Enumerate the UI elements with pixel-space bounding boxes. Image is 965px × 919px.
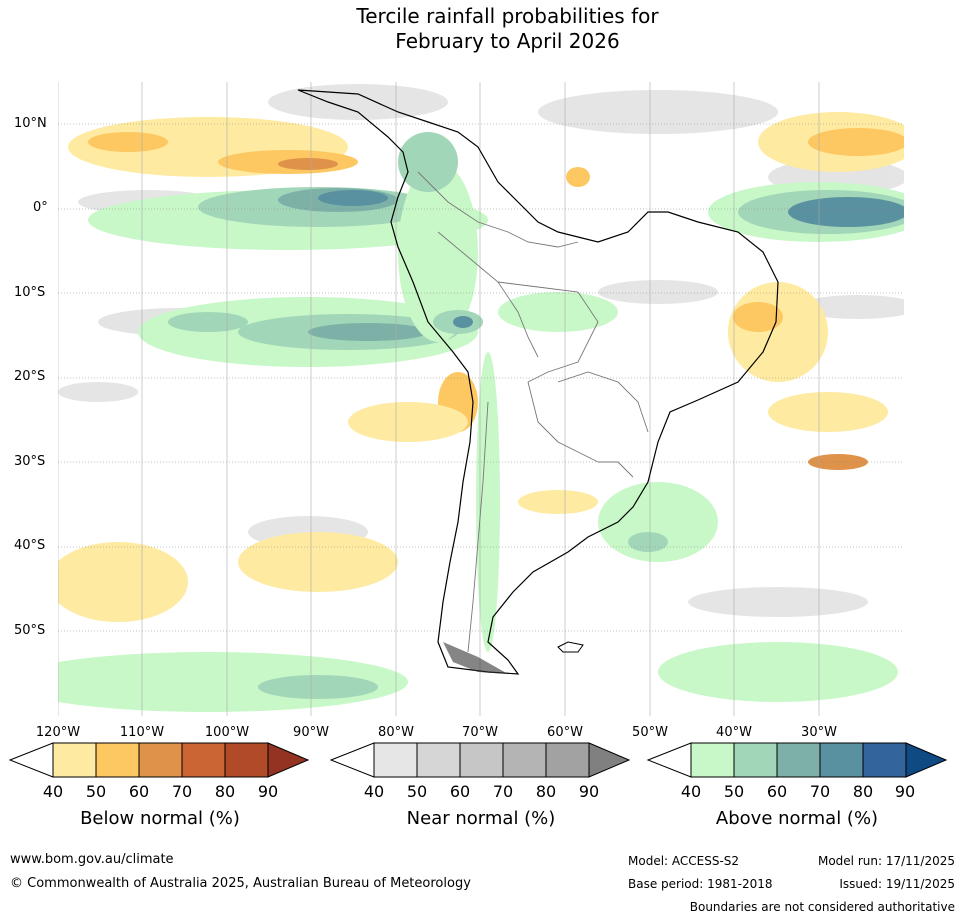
footer-model-run: Model run: 17/11/2025 [817, 854, 955, 868]
below-cbar-box [52, 742, 97, 778]
above-tick: 40 [680, 782, 702, 801]
near-tick: 50 [406, 782, 428, 801]
near-tick: 80 [535, 782, 557, 801]
footer-disclaimer: Boundaries are not considered authoritat… [689, 900, 955, 914]
above-normal-patches [58, 132, 904, 712]
near-tick: 40 [363, 782, 385, 801]
lon-label-70w: 70°W [462, 725, 498, 740]
above-tick: 50 [723, 782, 745, 801]
lat-label-10n: 10°N [14, 116, 47, 131]
lat-label-0: 0° [33, 200, 48, 215]
lat-label-50s: 50°S [14, 623, 46, 638]
tierra-del-fuego [443, 642, 508, 674]
below-tick: 50 [85, 782, 107, 801]
title-line-2: February to April 2026 [395, 29, 620, 53]
south-america-coastline [297, 89, 779, 675]
graticule [58, 123, 904, 632]
lon-label-90w: 90°W [293, 725, 329, 740]
title-line-1: Tercile rainfall probabilities for [356, 4, 659, 28]
near-cbar-min-arrow [329, 742, 375, 778]
colorbar-above-normal [646, 742, 948, 778]
above-cbar-max-arrow [905, 742, 948, 778]
below-cbar-box [95, 742, 140, 778]
below-cbar-max-arrow [267, 742, 310, 778]
lat-label-20s: 20°S [14, 369, 46, 384]
above-tick: 90 [894, 782, 916, 801]
above-cbar-box [862, 742, 907, 778]
near-cbar-max-arrow [588, 742, 631, 778]
below-tick: 90 [257, 782, 279, 801]
near-tick: 90 [578, 782, 600, 801]
lon-label-80w: 80°W [378, 725, 414, 740]
above-cbar-box [776, 742, 821, 778]
above-cbar-box [690, 742, 735, 778]
falkland-islands [557, 641, 584, 653]
below-tick: 40 [42, 782, 64, 801]
below-tick: 70 [171, 782, 193, 801]
footer-url[interactable]: www.bom.gov.au/climate [10, 852, 174, 867]
below-normal-patches [58, 112, 904, 622]
near-tick: 60 [449, 782, 471, 801]
footer-model: Model: ACCESS-S2 [628, 854, 740, 868]
above-cbar-min-arrow [646, 742, 692, 778]
footer-issued: Issued: 19/11/2025 [839, 877, 955, 891]
below-cbar-box [181, 742, 226, 778]
near-tick: 70 [492, 782, 514, 801]
colorbar-near-normal [329, 742, 631, 778]
lon-label-30w: 30°W [801, 725, 837, 740]
above-tick: 70 [809, 782, 831, 801]
above-tick: 60 [766, 782, 788, 801]
above-tick: 80 [852, 782, 874, 801]
near-cbar-box [416, 742, 461, 778]
lon-label-100w: 100°W [204, 725, 250, 740]
map-svg [58, 82, 904, 716]
lat-label-10s: 10°S [14, 285, 46, 300]
above-cbar-box [819, 742, 864, 778]
below-cbar-min-arrow [8, 742, 54, 778]
below-cbar-box [224, 742, 269, 778]
near-cbar-box [502, 742, 547, 778]
below-tick: 60 [128, 782, 150, 801]
near-cbar-box [459, 742, 504, 778]
below-cbar-box [138, 742, 183, 778]
near-cbar-box [373, 742, 418, 778]
lon-label-40w: 40°W [716, 725, 752, 740]
below-tick: 80 [214, 782, 236, 801]
lat-label-40s: 40°S [14, 538, 46, 553]
lat-label-30s: 30°S [14, 454, 46, 469]
meridians [58, 82, 820, 716]
colorbar-below-normal [8, 742, 310, 778]
lon-label-110w: 110°W [119, 725, 165, 740]
near-cbar-box [545, 742, 590, 778]
lon-label-50w: 50°W [632, 725, 668, 740]
above-cbar-box [733, 742, 778, 778]
lon-label-60w: 60°W [547, 725, 583, 740]
near-normal-title: Near normal (%) [406, 808, 556, 829]
rainfall-probability-map [58, 82, 904, 716]
lon-label-120w: 120°W [35, 725, 81, 740]
map-title: Tercile rainfall probabilities for Febru… [0, 4, 965, 54]
above-normal-title: Above normal (%) [715, 808, 879, 829]
below-normal-title: Below normal (%) [80, 808, 240, 829]
country-boundaries [417, 171, 649, 653]
footer-copyright: © Commonwealth of Australia 2025, Austra… [10, 876, 471, 891]
footer-base-period: Base period: 1981-2018 [628, 877, 773, 891]
